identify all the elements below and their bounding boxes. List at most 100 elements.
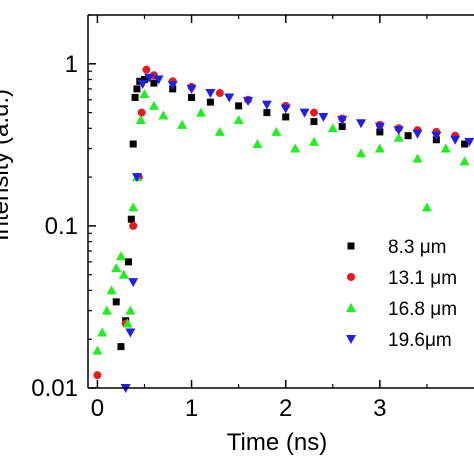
data-point (243, 96, 254, 106)
data-point (404, 132, 412, 140)
data-point (356, 119, 367, 129)
data-point (112, 298, 120, 306)
legend-marker (346, 303, 356, 312)
data-point (167, 80, 178, 90)
data-point (215, 89, 224, 98)
legend-label: 8.3 μm (388, 237, 446, 258)
data-point (374, 122, 385, 132)
data-point (233, 115, 244, 125)
data-point (206, 98, 214, 106)
data-point (128, 278, 139, 288)
legend-label: 13.1 μm (388, 268, 457, 289)
legend-entry: 16.8 μm (346, 299, 457, 320)
data-point (129, 140, 137, 148)
data-point (461, 140, 469, 148)
data-point (356, 148, 367, 158)
data-point (393, 126, 404, 136)
data-point (177, 119, 188, 129)
data-point (92, 345, 103, 355)
data-point (133, 85, 141, 93)
data-point (158, 110, 169, 120)
x-tick-label: 0 (91, 395, 104, 422)
data-point (93, 371, 102, 380)
y-axis-title: Intensity (a.u.) (0, 89, 14, 241)
data-point (282, 113, 290, 121)
data-point (150, 79, 158, 87)
data-point (137, 80, 148, 90)
data-point (318, 112, 329, 122)
data-point (106, 285, 117, 295)
data-point (271, 126, 282, 136)
data-point (128, 202, 139, 212)
data-point (338, 123, 346, 131)
data-point (127, 215, 135, 223)
data-point (139, 89, 150, 99)
data-point (111, 262, 122, 272)
series-4 (120, 73, 474, 393)
data-point (115, 251, 126, 261)
legend-entry: 8.3 μm (347, 237, 446, 258)
legend-marker (346, 335, 356, 344)
data-point (124, 258, 132, 266)
plot-area (92, 65, 474, 393)
data-point (235, 102, 243, 110)
data-point (195, 107, 206, 117)
data-point (214, 126, 225, 136)
data-point (376, 128, 384, 136)
x-tick-label: 1 (185, 395, 198, 422)
data-point (97, 327, 108, 337)
y-tick-label: 0.1 (45, 213, 78, 240)
data-point (263, 109, 271, 117)
x-tick-label: 3 (373, 395, 386, 422)
data-point (450, 135, 461, 145)
data-point (148, 100, 159, 110)
data-point (117, 343, 125, 351)
legend-marker (347, 242, 355, 250)
legend-marker (347, 273, 355, 281)
legend-label: 16.8 μm (388, 299, 457, 320)
data-point (129, 221, 138, 230)
data-point (261, 100, 272, 110)
data-point (412, 129, 423, 139)
data-point (280, 104, 291, 114)
data-point (122, 318, 133, 328)
data-point (464, 137, 474, 147)
legend-label: 19.6μm (388, 330, 452, 351)
data-point (118, 269, 129, 279)
data-point (421, 202, 432, 212)
data-point (137, 108, 146, 117)
legend-entry: 19.6μm (346, 330, 452, 351)
x-axis-title: Time (ns) (227, 429, 327, 456)
data-point (290, 143, 301, 153)
data-point (327, 123, 338, 133)
data-point (309, 108, 318, 117)
data-point (412, 153, 423, 163)
data-point (252, 139, 263, 149)
data-point (135, 115, 146, 125)
data-point (125, 305, 136, 315)
data-point (440, 143, 451, 153)
data-point (205, 89, 216, 99)
series-3 (92, 89, 470, 355)
axes: 0 1 2 3 0.01 0.1 1 (31, 14, 474, 422)
data-point (310, 118, 318, 126)
data-point (224, 93, 235, 103)
legend-entry: 13.1 μm (347, 268, 457, 289)
data-point (131, 93, 139, 101)
data-point (188, 93, 196, 101)
data-point (153, 75, 164, 85)
data-point (186, 84, 197, 94)
data-point (308, 136, 319, 146)
data-point (131, 173, 142, 183)
data-point (459, 156, 470, 166)
y-tick-label: 1 (65, 51, 78, 78)
data-point (142, 65, 151, 74)
y-tick-label: 0.01 (31, 375, 78, 402)
data-point (125, 328, 136, 338)
legend: 8.3 μm 13.1 μm 16.8 μm 19.6μm (346, 237, 457, 351)
data-point (374, 143, 385, 153)
data-point (393, 132, 404, 142)
data-point (101, 305, 112, 315)
